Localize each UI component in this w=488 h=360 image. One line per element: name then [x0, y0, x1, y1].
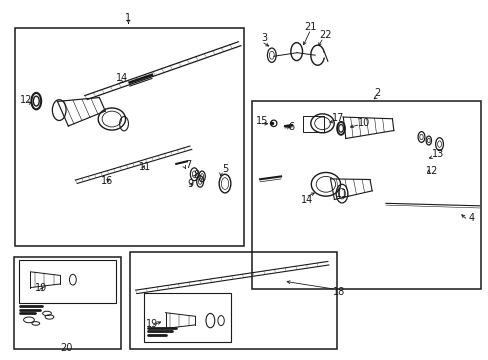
Bar [144, 293, 230, 342]
Text: 19: 19 [145, 319, 158, 329]
Text: 1: 1 [125, 13, 131, 23]
Bar [252, 101, 480, 289]
Text: 10: 10 [357, 118, 369, 128]
Text: 12: 12 [20, 95, 32, 105]
Text: 20: 20 [60, 343, 73, 353]
Text: 2: 2 [374, 88, 380, 98]
Text: 14: 14 [116, 73, 128, 83]
Bar [130, 252, 336, 349]
Text: 22: 22 [319, 30, 331, 40]
Text: 9: 9 [187, 179, 193, 189]
Text: 12: 12 [425, 166, 437, 176]
Text: 3: 3 [261, 33, 266, 43]
Text: 11: 11 [139, 162, 151, 172]
Text: 17: 17 [331, 113, 344, 123]
Text: 11: 11 [335, 189, 347, 199]
Text: 16: 16 [101, 176, 113, 186]
Text: 6: 6 [287, 122, 294, 132]
Text: 21: 21 [304, 22, 316, 32]
Bar [19, 260, 116, 303]
Bar [303, 116, 324, 132]
Bar [14, 257, 121, 349]
Text: 19: 19 [35, 283, 47, 293]
Text: 18: 18 [332, 287, 345, 297]
Text: 7: 7 [184, 160, 191, 170]
Text: 15: 15 [255, 116, 268, 126]
Text: 8: 8 [193, 170, 199, 180]
Text: 5: 5 [222, 164, 228, 174]
Text: 13: 13 [430, 149, 443, 159]
Text: 14: 14 [301, 195, 313, 205]
Text: 4: 4 [467, 213, 473, 222]
Bar [15, 28, 244, 246]
